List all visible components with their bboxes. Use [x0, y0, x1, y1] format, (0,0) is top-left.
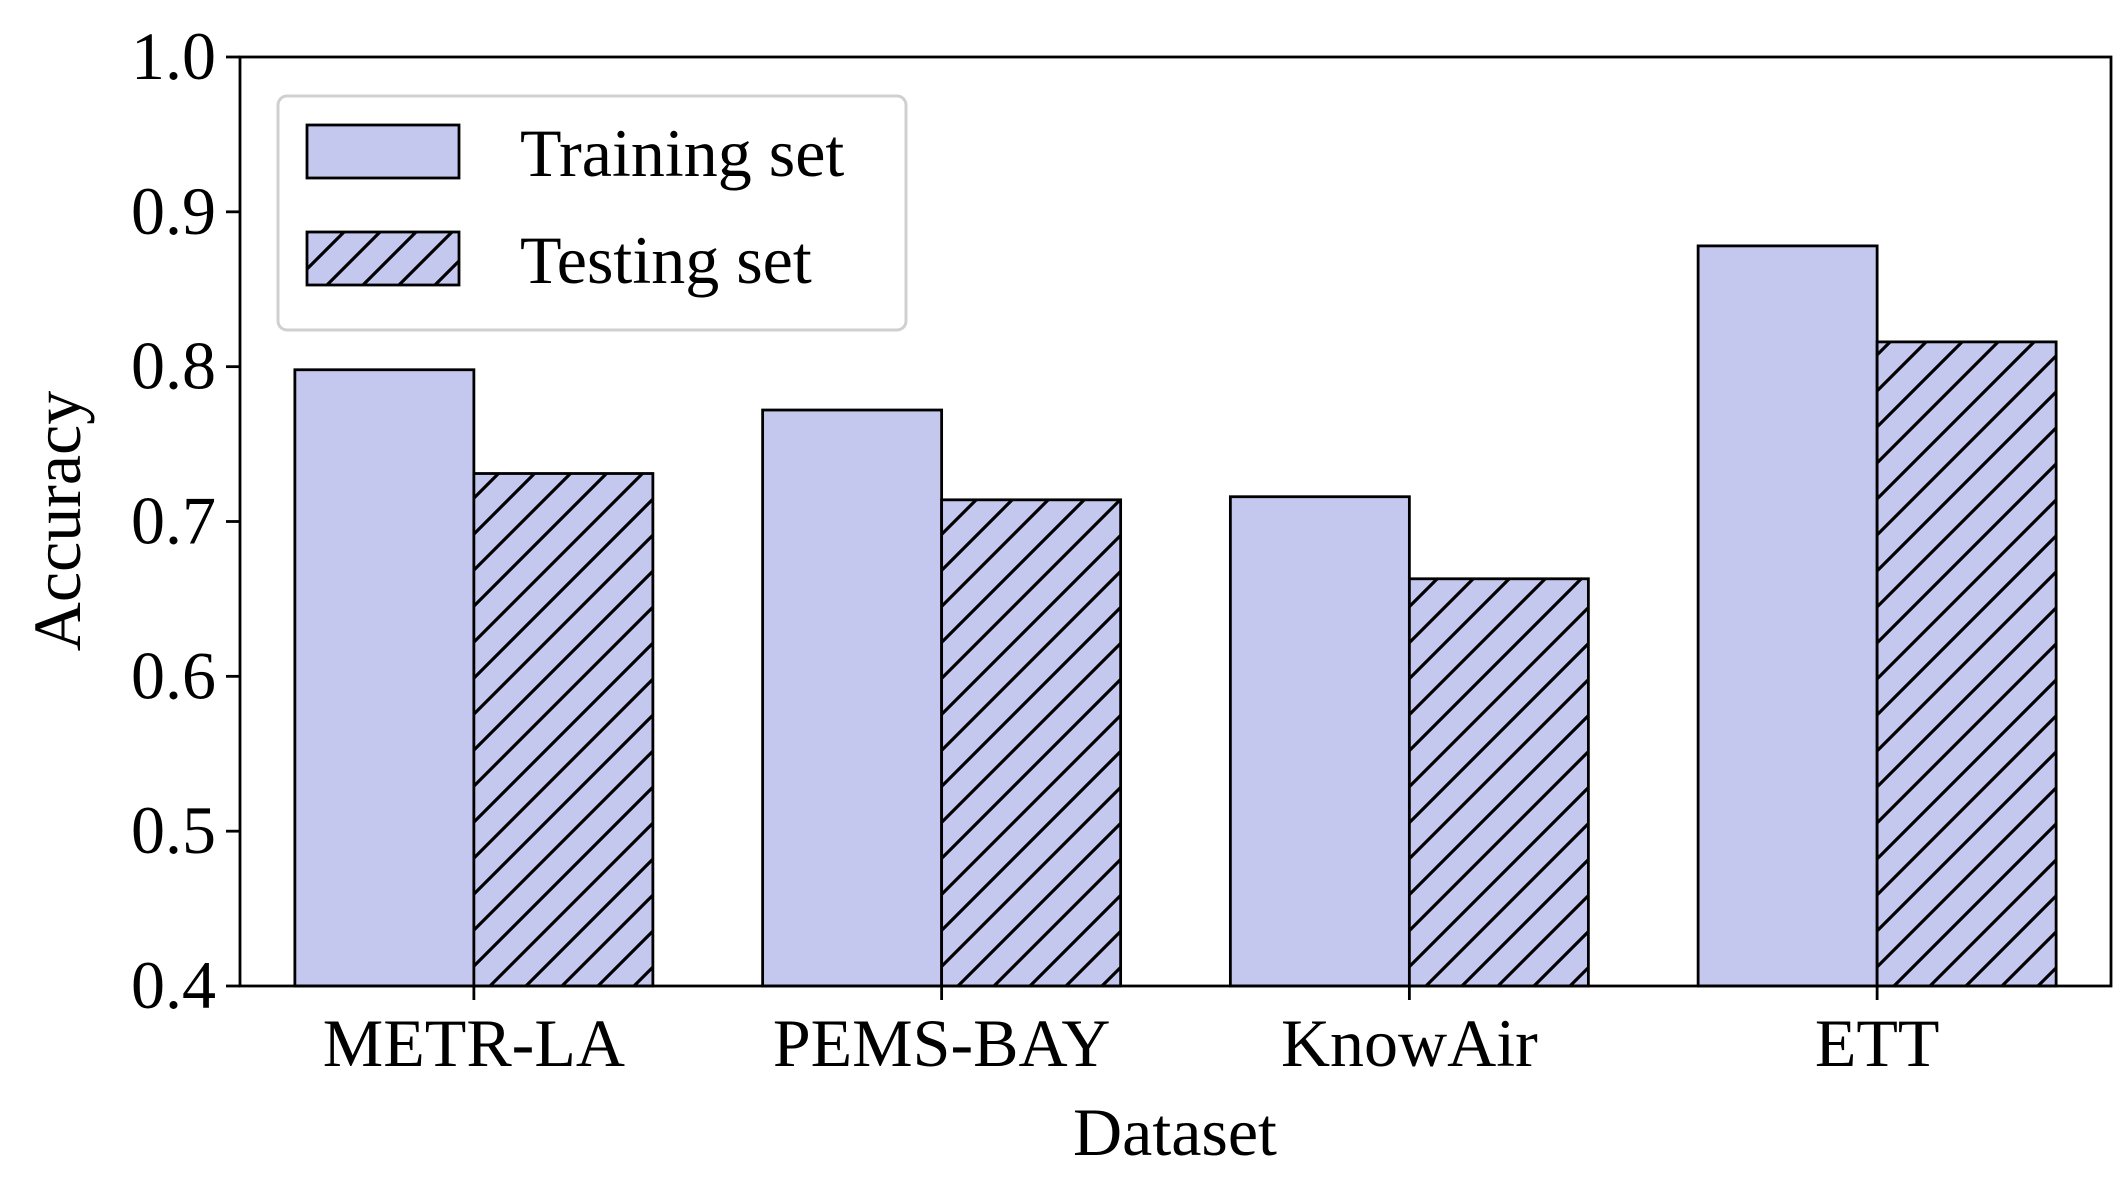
bar-testing-set-knowair — [1407, 577, 1590, 988]
bar-training-set-pems-bay — [761, 408, 944, 988]
legend-swatch-testing — [305, 230, 461, 287]
y-axis: 0.4 0.5 0.6 0.7 0.8 0.9 1.0 — [131, 18, 240, 1023]
y-tick-label: 0.4 — [131, 947, 216, 1023]
x-tick-label-knowair: KnowAir — [1281, 1005, 1538, 1081]
y-tick-label: 0.5 — [131, 792, 216, 868]
y-tick-label: 0.7 — [131, 483, 216, 559]
y-tick-label: 0.9 — [131, 173, 216, 249]
bar-testing-set-pems-bay — [940, 498, 1123, 988]
x-axis-title: Dataset — [1073, 1094, 1277, 1170]
bar-testing-set-ett — [1875, 340, 2058, 988]
bar-training-set-metr-la — [293, 368, 476, 988]
bar-testing-set-metr-la — [472, 472, 655, 988]
y-axis-title: Accuracy — [19, 391, 95, 651]
bar-training-set-ett — [1696, 244, 1879, 988]
legend-label-testing: Testing set — [520, 222, 812, 298]
bars-layer — [293, 244, 2058, 988]
legend-label-training: Training set — [520, 115, 844, 191]
legend-swatch-training — [305, 123, 461, 180]
x-tick-label-metr-la: METR-LA — [323, 1005, 625, 1081]
y-tick-label: 0.8 — [131, 328, 216, 404]
y-tick-label: 1.0 — [131, 18, 216, 94]
bar-training-set-knowair — [1228, 495, 1411, 988]
x-tick-label-pems-bay: PEMS-BAY — [773, 1005, 1111, 1081]
x-tick-label-ett: ETT — [1815, 1005, 1940, 1081]
legend: Training set Testing set — [276, 94, 908, 332]
x-axis: METR-LA PEMS-BAY KnowAir ETT — [323, 986, 1940, 1081]
y-tick-label: 0.6 — [131, 637, 216, 713]
